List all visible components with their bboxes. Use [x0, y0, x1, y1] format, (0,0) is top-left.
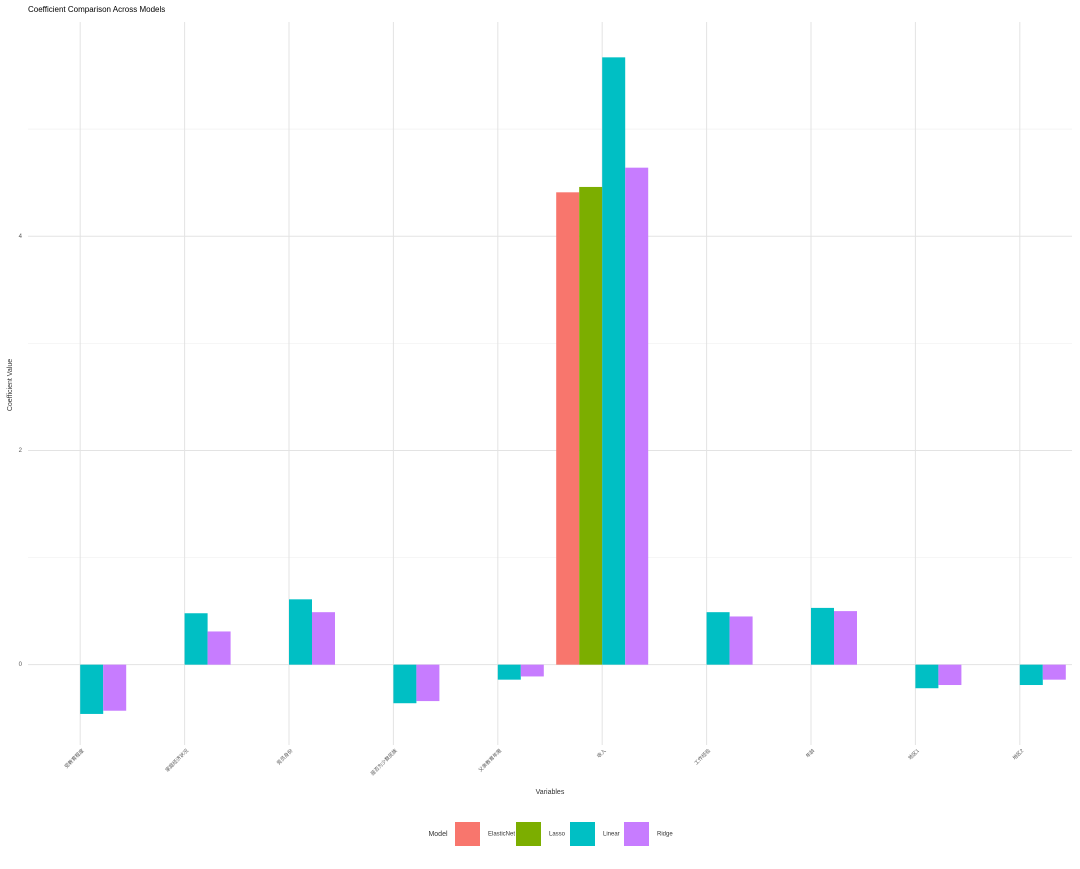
bar [1019, 664, 1043, 686]
legend-key [516, 822, 541, 846]
legend-key [624, 822, 649, 846]
x-tick-label: 地区2 [1011, 747, 1025, 761]
x-tick-label: 年龄 [804, 747, 816, 759]
bar [289, 599, 312, 665]
bar [556, 192, 580, 665]
legend-label: Lasso [549, 832, 566, 838]
x-tick-label: 父亲教育年限 [477, 747, 503, 773]
y-tick-label: 2 [19, 448, 23, 454]
bar [1042, 664, 1066, 680]
legend-label: Ridge [657, 832, 673, 838]
bar [579, 186, 603, 665]
x-tick-label: 收入 [596, 747, 608, 759]
x-tick-label: 是否为少数民族 [369, 747, 399, 777]
bar [625, 167, 649, 665]
bar [915, 664, 939, 689]
y-axis-label: Coefficient Value [7, 359, 14, 411]
bar [103, 664, 127, 711]
bar [207, 631, 231, 665]
legend-key [570, 822, 595, 846]
x-tick-label: 党员身份 [275, 747, 294, 766]
bar [938, 664, 962, 686]
y-tick-label: 4 [19, 234, 23, 240]
legend-label: Linear [603, 832, 620, 838]
bar [184, 613, 208, 665]
bar [80, 664, 104, 714]
bar [520, 664, 544, 677]
legend-label: ElasticNet [488, 832, 515, 838]
bar [393, 664, 417, 704]
y-tick-label: 0 [19, 662, 23, 668]
bar [602, 57, 626, 665]
bar [497, 664, 521, 680]
chart-title: Coefficient Comparison Across Models [28, 5, 165, 14]
legend-title: Model [428, 831, 448, 838]
bar [312, 612, 335, 665]
legend-key [455, 822, 480, 846]
x-axis-label: Variables [536, 789, 565, 796]
bar [706, 612, 730, 665]
bar [811, 607, 834, 665]
bar [729, 616, 753, 665]
x-tick-label: 家庭经济状况 [164, 747, 190, 773]
x-tick-label: 受教育程度 [63, 747, 86, 770]
x-tick-label: 地区1 [907, 747, 921, 761]
bar [416, 664, 440, 702]
x-tick-label: 工作经验 [693, 747, 712, 766]
bar [834, 611, 857, 665]
